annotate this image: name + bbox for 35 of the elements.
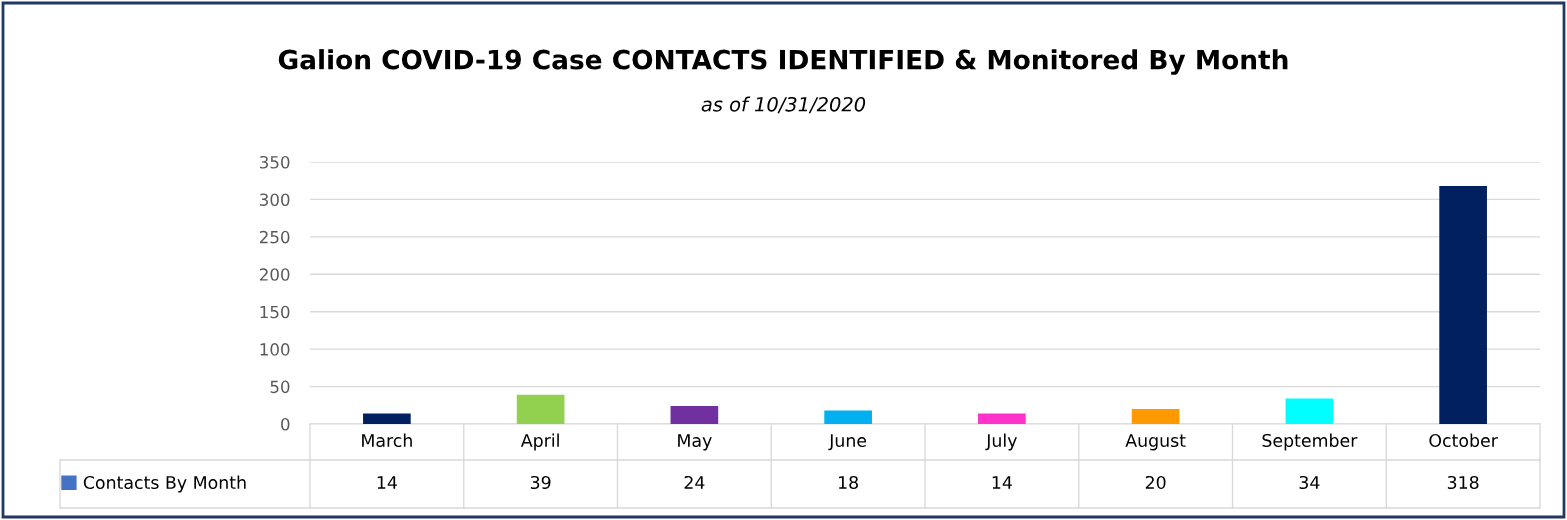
y-tick-label: 50 [270,380,290,394]
x-tick-label: March [362,433,412,448]
y-tick-label: 150 [260,305,290,319]
data-label: 318 [1447,475,1479,490]
data-label: 14 [377,476,397,489]
x-tick-label: August [1125,434,1186,451]
bar [978,413,1026,424]
bar [1131,409,1180,424]
x-tick-label: September [1262,433,1358,451]
x-tick-label: October [1429,433,1498,448]
chart-subtitle: as of 10/31/2020 [701,96,866,114]
y-tick-label: 0 [281,417,290,431]
bar [824,410,872,424]
bar [670,406,719,424]
x-tick-label: April [520,433,559,451]
x-tick-label: July [985,433,1017,451]
y-tick-label: 100 [260,343,290,356]
data-label: 24 [684,475,705,489]
x-tick-label: June [828,434,867,451]
text: Contacts By Month [83,475,246,493]
data-label: 20 [1145,475,1166,490]
data-label: 18 [838,475,858,490]
y-tick-label: 200 [259,268,290,281]
bar [1439,185,1487,424]
bar [516,394,565,424]
bar [363,413,411,424]
y-tick-label: 250 [259,230,290,244]
bar [1285,398,1334,424]
data-label: 14 [992,476,1012,489]
data-label: 39 [530,475,551,490]
x-tick-label: May [678,434,712,451]
y-tick-label: 300 [260,193,290,206]
data-label: 34 [1299,475,1320,490]
chart-title: Galion COVID-19 Case CONTACTS IDENTIFIED & Monitored By Month [278,49,1288,75]
y-tick-label: 350 [260,155,290,169]
